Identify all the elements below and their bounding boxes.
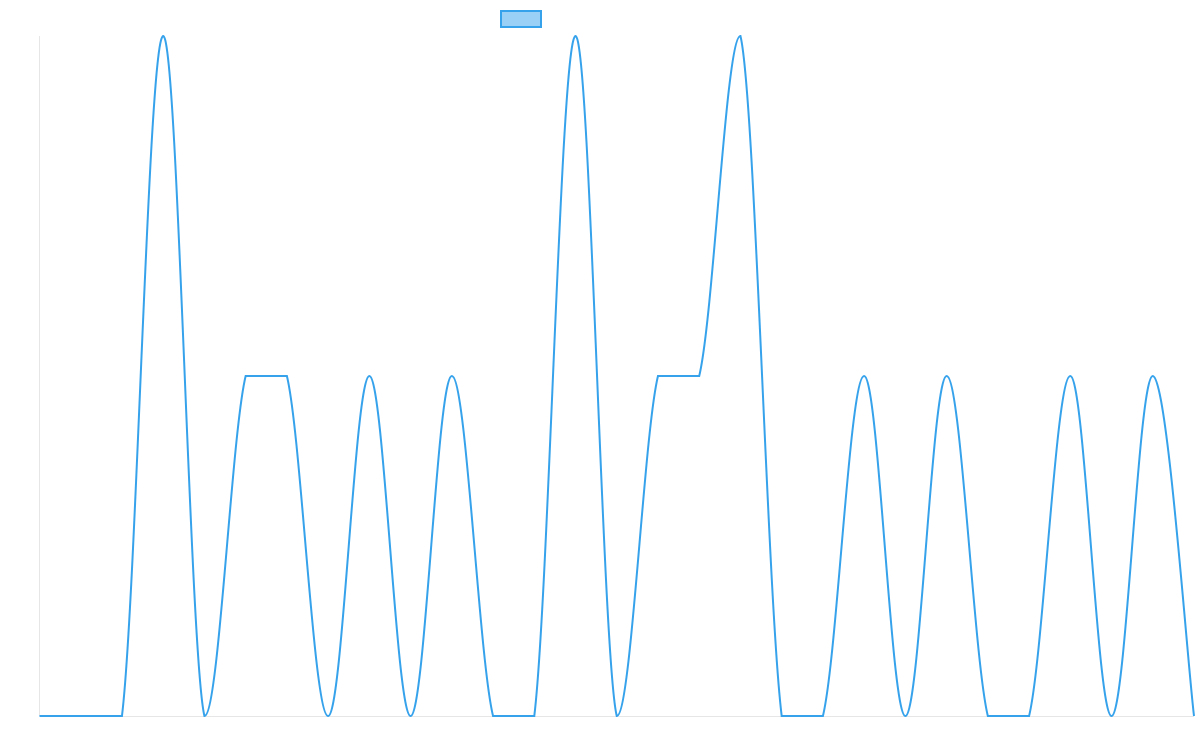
series-line-0 <box>39 34 1195 718</box>
legend-swatch[interactable] <box>500 10 542 28</box>
series-group <box>39 34 1195 718</box>
